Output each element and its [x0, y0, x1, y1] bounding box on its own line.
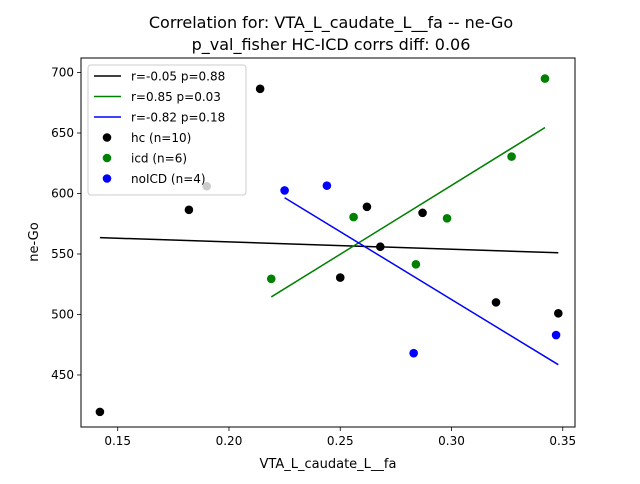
y-axis-ticks: 450 500 550 600 650 700 — [51, 66, 81, 382]
legend: r=-0.05 p=0.88 r=0.85 p=0.03 r=-0.82 p=0.1… — [87, 64, 247, 196]
y-tick-label: 600 — [51, 187, 74, 201]
x-tick-label: 0.15 — [104, 434, 131, 448]
y-tick-label: 550 — [51, 247, 74, 261]
data-point-1-4 — [335, 273, 345, 282]
regression-line-1 — [99, 236, 559, 254]
data-point-2-3 — [411, 259, 421, 269]
data-point-2-5 — [507, 152, 516, 161]
y-tick-label: 650 — [51, 126, 74, 140]
data-point-1-1 — [95, 407, 105, 417]
x-tick-label: 0.30 — [438, 434, 465, 448]
chart-title: Correlation for: VTA_L_caudate_L__fa -- … — [149, 13, 513, 33]
data-point-3-4 — [551, 330, 561, 340]
legend-label: noICD (n=4) — [131, 172, 206, 186]
legend-label: r=-0.82 p=0.18 — [131, 111, 225, 125]
data-point-1-2 — [184, 205, 194, 215]
plot-area — [95, 74, 563, 417]
data-point-3-3 — [409, 348, 418, 358]
data-point-1-6 — [375, 242, 385, 252]
legend-label: r=0.85 p=0.03 — [131, 90, 221, 104]
data-point-2-2 — [349, 212, 358, 222]
legend-label: icd (n=6) — [131, 152, 187, 166]
data-point-1-7 — [418, 208, 427, 218]
data-point-2-1 — [266, 274, 276, 284]
data-point-2-6 — [540, 74, 550, 83]
x-tick-label: 0.20 — [216, 434, 243, 448]
legend-marker — [102, 174, 112, 183]
data-point-1-3 — [255, 84, 265, 94]
legend-marker — [102, 133, 112, 142]
x-tick-label: 0.35 — [549, 434, 576, 448]
plot-frame — [80, 57, 576, 428]
data-point-3-2 — [322, 181, 332, 190]
y-axis-label: ne-Go — [27, 222, 42, 261]
legend-box — [87, 64, 247, 196]
data-point-2-4 — [442, 214, 452, 223]
x-axis-ticks: 0.15 0.20 0.25 0.30 0.35 — [104, 427, 576, 448]
regression-line-3 — [284, 197, 559, 366]
y-tick-label: 500 — [51, 307, 74, 321]
data-point-1-8 — [491, 298, 501, 307]
x-axis-label: VTA_L_caudate_L__fa — [260, 457, 397, 472]
data-point-1-5 — [362, 202, 372, 212]
legend-marker — [102, 153, 112, 163]
data-point-3-1 — [280, 186, 289, 195]
y-tick-label: 450 — [51, 368, 74, 382]
chart-subtitle: p_val_fisher HC-ICD corrs diff: 0.06 — [192, 35, 471, 55]
y-tick-label: 700 — [51, 66, 74, 80]
x-tick-label: 0.25 — [327, 434, 354, 448]
legend-label: r=-0.05 p=0.88 — [131, 70, 225, 84]
legend-label: hc (n=10) — [131, 131, 191, 145]
regression-line-2 — [270, 126, 546, 298]
data-point-1-9 — [554, 308, 563, 318]
